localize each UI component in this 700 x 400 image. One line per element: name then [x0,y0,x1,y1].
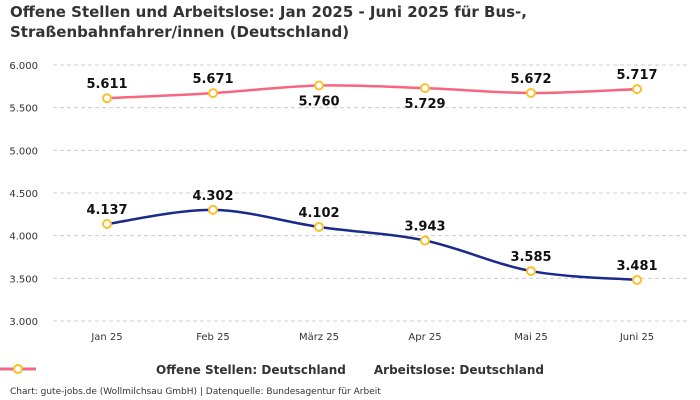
data-point [420,83,430,94]
data-label: 4.137 [86,203,127,218]
data-label: 4.302 [192,189,233,204]
chart-title: Offene Stellen und Arbeitslose: Jan 2025… [10,3,527,41]
x-tick-label: Juni 25 [619,332,654,343]
data-label: 5.672 [510,72,551,87]
y-tick-label: 4.500 [9,189,38,200]
data-point [102,218,112,229]
data-point [314,80,324,91]
data-label: 5.717 [616,68,657,83]
data-label: 3.943 [404,220,445,235]
data-point [314,221,324,232]
legend-label: Arbeitslose: Deutschland [373,363,544,377]
data-point [526,266,536,277]
legend-item-offene-stellen[interactable]: Offene Stellen: Deutschland [0,363,346,377]
data-label: 5.671 [192,72,233,87]
x-tick-label: Feb 25 [196,332,230,343]
data-label: 4.102 [298,206,339,221]
y-tick-label: 5.000 [9,146,38,157]
data-label: 5.760 [298,94,339,109]
data-label: 3.481 [616,259,657,274]
chart-source: Chart: gute-jobs.de (Wollmilchsau GmbH) … [10,387,381,397]
series-line [106,84,638,100]
data-label: 5.611 [86,77,127,92]
x-tick-label: Jan 25 [90,332,122,343]
x-tick-label: Apr 25 [408,332,441,343]
series-line [106,208,638,282]
data-label: 3.585 [510,250,551,265]
legend-line-icon [0,364,36,374]
x-tick-label: Mai 25 [514,332,547,343]
x-tick-label: März 25 [299,332,339,343]
y-tick-label: 3.500 [9,274,38,285]
data-point [632,274,642,285]
y-tick-label: 6.000 [9,61,38,72]
data-label: 5.729 [404,97,445,112]
y-tick-label: 5.500 [9,104,38,115]
legend-item-arbeitslose[interactable]: Arbeitslose: Deutschland [0,363,544,377]
legend-label: Offene Stellen: Deutschland [156,363,346,377]
data-point [526,87,536,98]
data-point [102,93,112,104]
data-point [632,84,642,95]
legend: Offene Stellen: Deutschland Arbeitslose:… [0,363,700,377]
data-point [420,235,430,246]
data-point [208,204,218,215]
data-point [208,88,218,99]
y-tick-label: 4.000 [9,232,38,243]
y-tick-label: 3.000 [9,317,38,328]
